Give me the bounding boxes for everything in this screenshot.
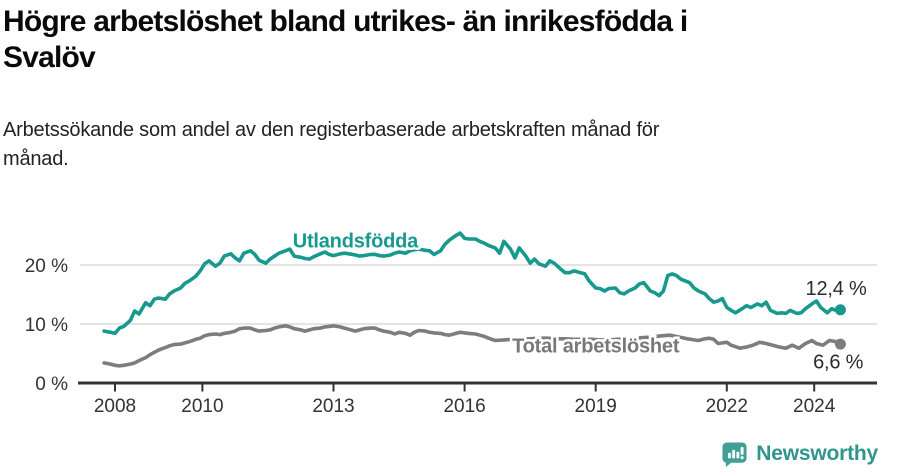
page-title-line1: Högre arbetslöshet bland utrikes- än inr… bbox=[3, 5, 688, 38]
series-end-dot-total-arbetsl-shet bbox=[834, 338, 846, 350]
x-tick-label: 2008 bbox=[94, 396, 136, 417]
logo-exclamation-stem bbox=[740, 446, 744, 455]
page-title: Högre arbetslöshet bland utrikes- än inr… bbox=[3, 4, 893, 76]
y-tick-label: 10 % bbox=[25, 315, 68, 336]
chart-subtitle-line1: Arbetssökande som andel av den registerb… bbox=[3, 119, 660, 141]
logo-exclamation-dot bbox=[740, 455, 744, 459]
page-title-line2: Svalöv bbox=[3, 41, 96, 74]
x-tick-label: 2022 bbox=[706, 396, 748, 417]
series-label-total: Total arbetslöshet bbox=[512, 335, 680, 357]
logo-bar-2 bbox=[732, 449, 736, 458]
x-tick-label: 2013 bbox=[312, 396, 354, 417]
series-line-total-arbetsl-shet bbox=[102, 323, 843, 368]
endpoint-label-total: 6,6 % bbox=[813, 351, 864, 373]
x-tick-label: 2010 bbox=[181, 396, 223, 417]
chart-subtitle-line2: månad. bbox=[3, 148, 69, 170]
endpoint-label-utlandsfodda: 12,4 % bbox=[806, 278, 867, 300]
x-tick-label: 2024 bbox=[793, 396, 836, 417]
logo-bar-1 bbox=[728, 452, 732, 458]
y-tick-label: 20 % bbox=[25, 256, 68, 277]
series-label-utlandsfodda: Utlandsfödda bbox=[293, 230, 419, 252]
series-line-utlandsf-dda bbox=[102, 231, 843, 336]
chart-subtitle: Arbetssökande som andel av den registerb… bbox=[3, 116, 863, 174]
x-tick-label: 2019 bbox=[575, 396, 617, 417]
y-tick-label: 0 % bbox=[35, 374, 68, 395]
x-tick-label: 2016 bbox=[443, 396, 485, 417]
logo-bar-3 bbox=[736, 451, 740, 458]
series-end-dot-utlandsf-dda bbox=[834, 304, 846, 316]
brand-name: Newsworthy bbox=[756, 442, 878, 465]
newsworthy-logo-icon bbox=[722, 441, 747, 467]
brand-footer: Newsworthy bbox=[721, 439, 878, 469]
